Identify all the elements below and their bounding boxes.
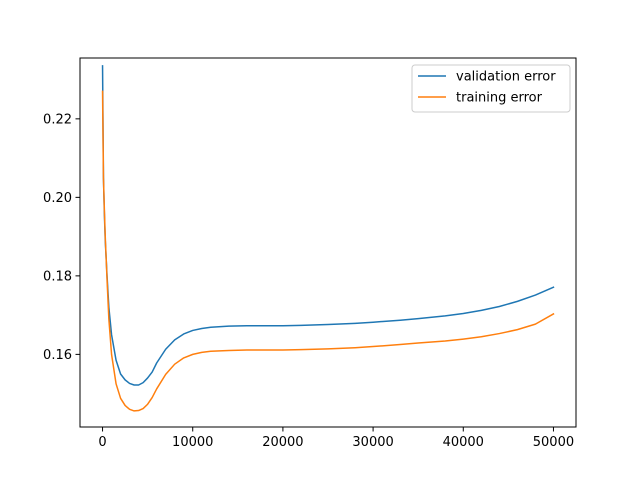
y-tick-label: 0.22 (43, 112, 72, 127)
legend: validation error training error (411, 64, 571, 113)
plot-frame (79, 57, 577, 428)
x-tick-label: 0 (98, 435, 106, 450)
legend-label-validation-error: validation error (456, 70, 556, 85)
legend-box (411, 64, 571, 113)
x-axis: 0 10000 20000 30000 40000 50000 (98, 427, 574, 450)
x-tick-label: 40000 (443, 435, 484, 450)
x-tick-label: 30000 (352, 435, 393, 450)
y-tick-label: 0.20 (43, 191, 72, 206)
legend-label-training-error: training error (456, 91, 543, 106)
y-tick-label: 0.18 (43, 269, 72, 284)
y-tick-label: 0.16 (43, 348, 72, 363)
x-tick-label: 10000 (172, 435, 213, 450)
series-line-training-error (101, 90, 555, 412)
series-line-validation-error (101, 65, 555, 386)
x-tick-label: 50000 (533, 435, 574, 450)
series-layer (101, 65, 555, 412)
x-tick-label: 20000 (262, 435, 303, 450)
y-axis: 0.16 0.18 0.20 0.22 (43, 112, 80, 363)
